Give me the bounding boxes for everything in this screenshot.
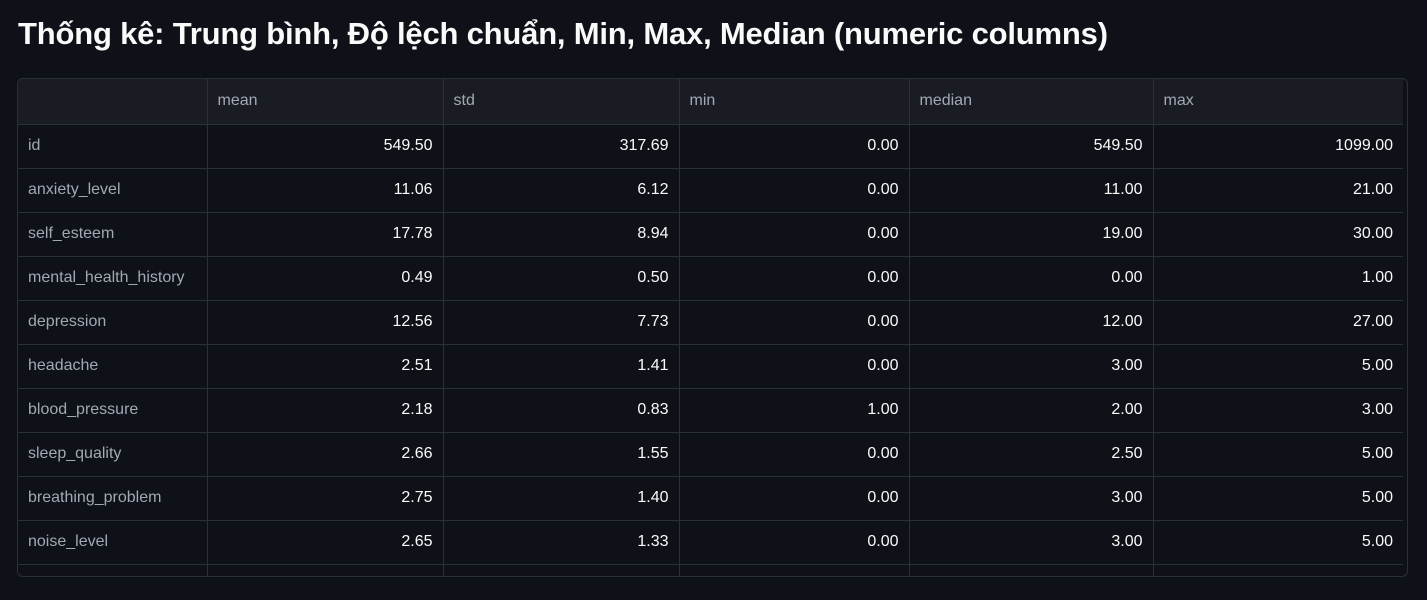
cell-median[interactable]: 3.00 — [909, 520, 1154, 565]
cell-std[interactable]: 0.50 — [443, 256, 680, 301]
cell-median[interactable] — [909, 564, 1154, 576]
stats-table: mean std min median max id 549.50 317.69… — [18, 79, 1403, 576]
cell-max[interactable]: 1099.00 — [1153, 124, 1403, 169]
cell-mean[interactable]: 17.78 — [207, 212, 444, 257]
cell-min[interactable] — [679, 564, 910, 576]
cell-max[interactable]: 5.00 — [1153, 344, 1403, 389]
cell-max[interactable]: 5.00 — [1153, 520, 1403, 565]
row-label[interactable] — [18, 564, 208, 576]
table-row: anxiety_level 11.06 6.12 0.00 11.00 21.0… — [18, 168, 1403, 213]
cell-median[interactable]: 12.00 — [909, 300, 1154, 345]
column-header-std[interactable]: std — [443, 79, 680, 125]
cell-min[interactable]: 0.00 — [679, 300, 910, 345]
row-label[interactable]: sleep_quality — [18, 432, 208, 477]
row-label[interactable]: id — [18, 124, 208, 169]
cell-median[interactable]: 3.00 — [909, 344, 1154, 389]
cell-std[interactable]: 7.73 — [443, 300, 680, 345]
cell-min[interactable]: 0.00 — [679, 520, 910, 565]
cell-mean[interactable]: 0.49 — [207, 256, 444, 301]
cell-max[interactable]: 21.00 — [1153, 168, 1403, 213]
cell-min[interactable]: 0.00 — [679, 256, 910, 301]
cell-std[interactable]: 1.33 — [443, 520, 680, 565]
row-label[interactable]: self_esteem — [18, 212, 208, 257]
table-row: self_esteem 17.78 8.94 0.00 19.00 30.00 — [18, 212, 1403, 257]
row-label[interactable]: breathing_problem — [18, 476, 208, 521]
cell-max[interactable]: 1.00 — [1153, 256, 1403, 301]
cell-mean[interactable]: 2.66 — [207, 432, 444, 477]
cell-median[interactable]: 19.00 — [909, 212, 1154, 257]
cell-min[interactable]: 0.00 — [679, 432, 910, 477]
cell-median[interactable]: 2.00 — [909, 388, 1154, 433]
cell-min[interactable]: 0.00 — [679, 124, 910, 169]
cell-max[interactable]: 3.00 — [1153, 388, 1403, 433]
cell-min[interactable]: 1.00 — [679, 388, 910, 433]
table-row: headache 2.51 1.41 0.00 3.00 5.00 — [18, 344, 1403, 389]
cell-mean[interactable]: 12.56 — [207, 300, 444, 345]
cell-max[interactable]: 5.00 — [1153, 476, 1403, 521]
cell-mean[interactable]: 11.06 — [207, 168, 444, 213]
cell-median[interactable]: 0.00 — [909, 256, 1154, 301]
row-label[interactable]: headache — [18, 344, 208, 389]
cell-max[interactable] — [1153, 564, 1403, 576]
cell-std[interactable]: 0.83 — [443, 388, 680, 433]
cell-mean[interactable]: 549.50 — [207, 124, 444, 169]
table-row: blood_pressure 2.18 0.83 1.00 2.00 3.00 — [18, 388, 1403, 433]
column-header-max[interactable]: max — [1153, 79, 1403, 125]
cell-min[interactable]: 0.00 — [679, 168, 910, 213]
cell-std[interactable]: 1.40 — [443, 476, 680, 521]
row-label[interactable]: mental_health_history — [18, 256, 208, 301]
cell-mean[interactable] — [207, 564, 444, 576]
cell-min[interactable]: 0.00 — [679, 212, 910, 257]
table-row: mental_health_history 0.49 0.50 0.00 0.0… — [18, 256, 1403, 301]
cell-mean[interactable]: 2.18 — [207, 388, 444, 433]
table-row: depression 12.56 7.73 0.00 12.00 27.00 — [18, 300, 1403, 345]
cell-std[interactable]: 317.69 — [443, 124, 680, 169]
cell-max[interactable]: 30.00 — [1153, 212, 1403, 257]
cell-std[interactable]: 6.12 — [443, 168, 680, 213]
column-header-median[interactable]: median — [909, 79, 1154, 125]
cell-std[interactable] — [443, 564, 680, 576]
row-label[interactable]: noise_level — [18, 520, 208, 565]
table-header-row: mean std min median max — [18, 79, 1403, 125]
cell-median[interactable]: 2.50 — [909, 432, 1154, 477]
cell-mean[interactable]: 2.75 — [207, 476, 444, 521]
row-label[interactable]: blood_pressure — [18, 388, 208, 433]
page-title: Thống kê: Trung bình, Độ lệch chuẩn, Min… — [18, 16, 1108, 51]
cell-std[interactable]: 1.41 — [443, 344, 680, 389]
cell-min[interactable]: 0.00 — [679, 344, 910, 389]
cell-max[interactable]: 5.00 — [1153, 432, 1403, 477]
table-row: breathing_problem 2.75 1.40 0.00 3.00 5.… — [18, 476, 1403, 521]
row-label[interactable]: anxiety_level — [18, 168, 208, 213]
cell-std[interactable]: 8.94 — [443, 212, 680, 257]
table-row: id 549.50 317.69 0.00 549.50 1099.00 — [18, 124, 1403, 169]
row-label[interactable]: depression — [18, 300, 208, 345]
column-header-mean[interactable]: mean — [207, 79, 444, 125]
cell-mean[interactable]: 2.51 — [207, 344, 444, 389]
column-header-min[interactable]: min — [679, 79, 910, 125]
cell-median[interactable]: 3.00 — [909, 476, 1154, 521]
cell-std[interactable]: 1.55 — [443, 432, 680, 477]
table-row: noise_level 2.65 1.33 0.00 3.00 5.00 — [18, 520, 1403, 565]
cell-median[interactable]: 549.50 — [909, 124, 1154, 169]
stats-dataframe[interactable]: mean std min median max id 549.50 317.69… — [17, 78, 1408, 577]
column-header-index[interactable] — [18, 79, 208, 125]
cell-max[interactable]: 27.00 — [1153, 300, 1403, 345]
cell-median[interactable]: 11.00 — [909, 168, 1154, 213]
table-row-partial — [18, 564, 1403, 576]
cell-min[interactable]: 0.00 — [679, 476, 910, 521]
table-row: sleep_quality 2.66 1.55 0.00 2.50 5.00 — [18, 432, 1403, 477]
cell-mean[interactable]: 2.65 — [207, 520, 444, 565]
